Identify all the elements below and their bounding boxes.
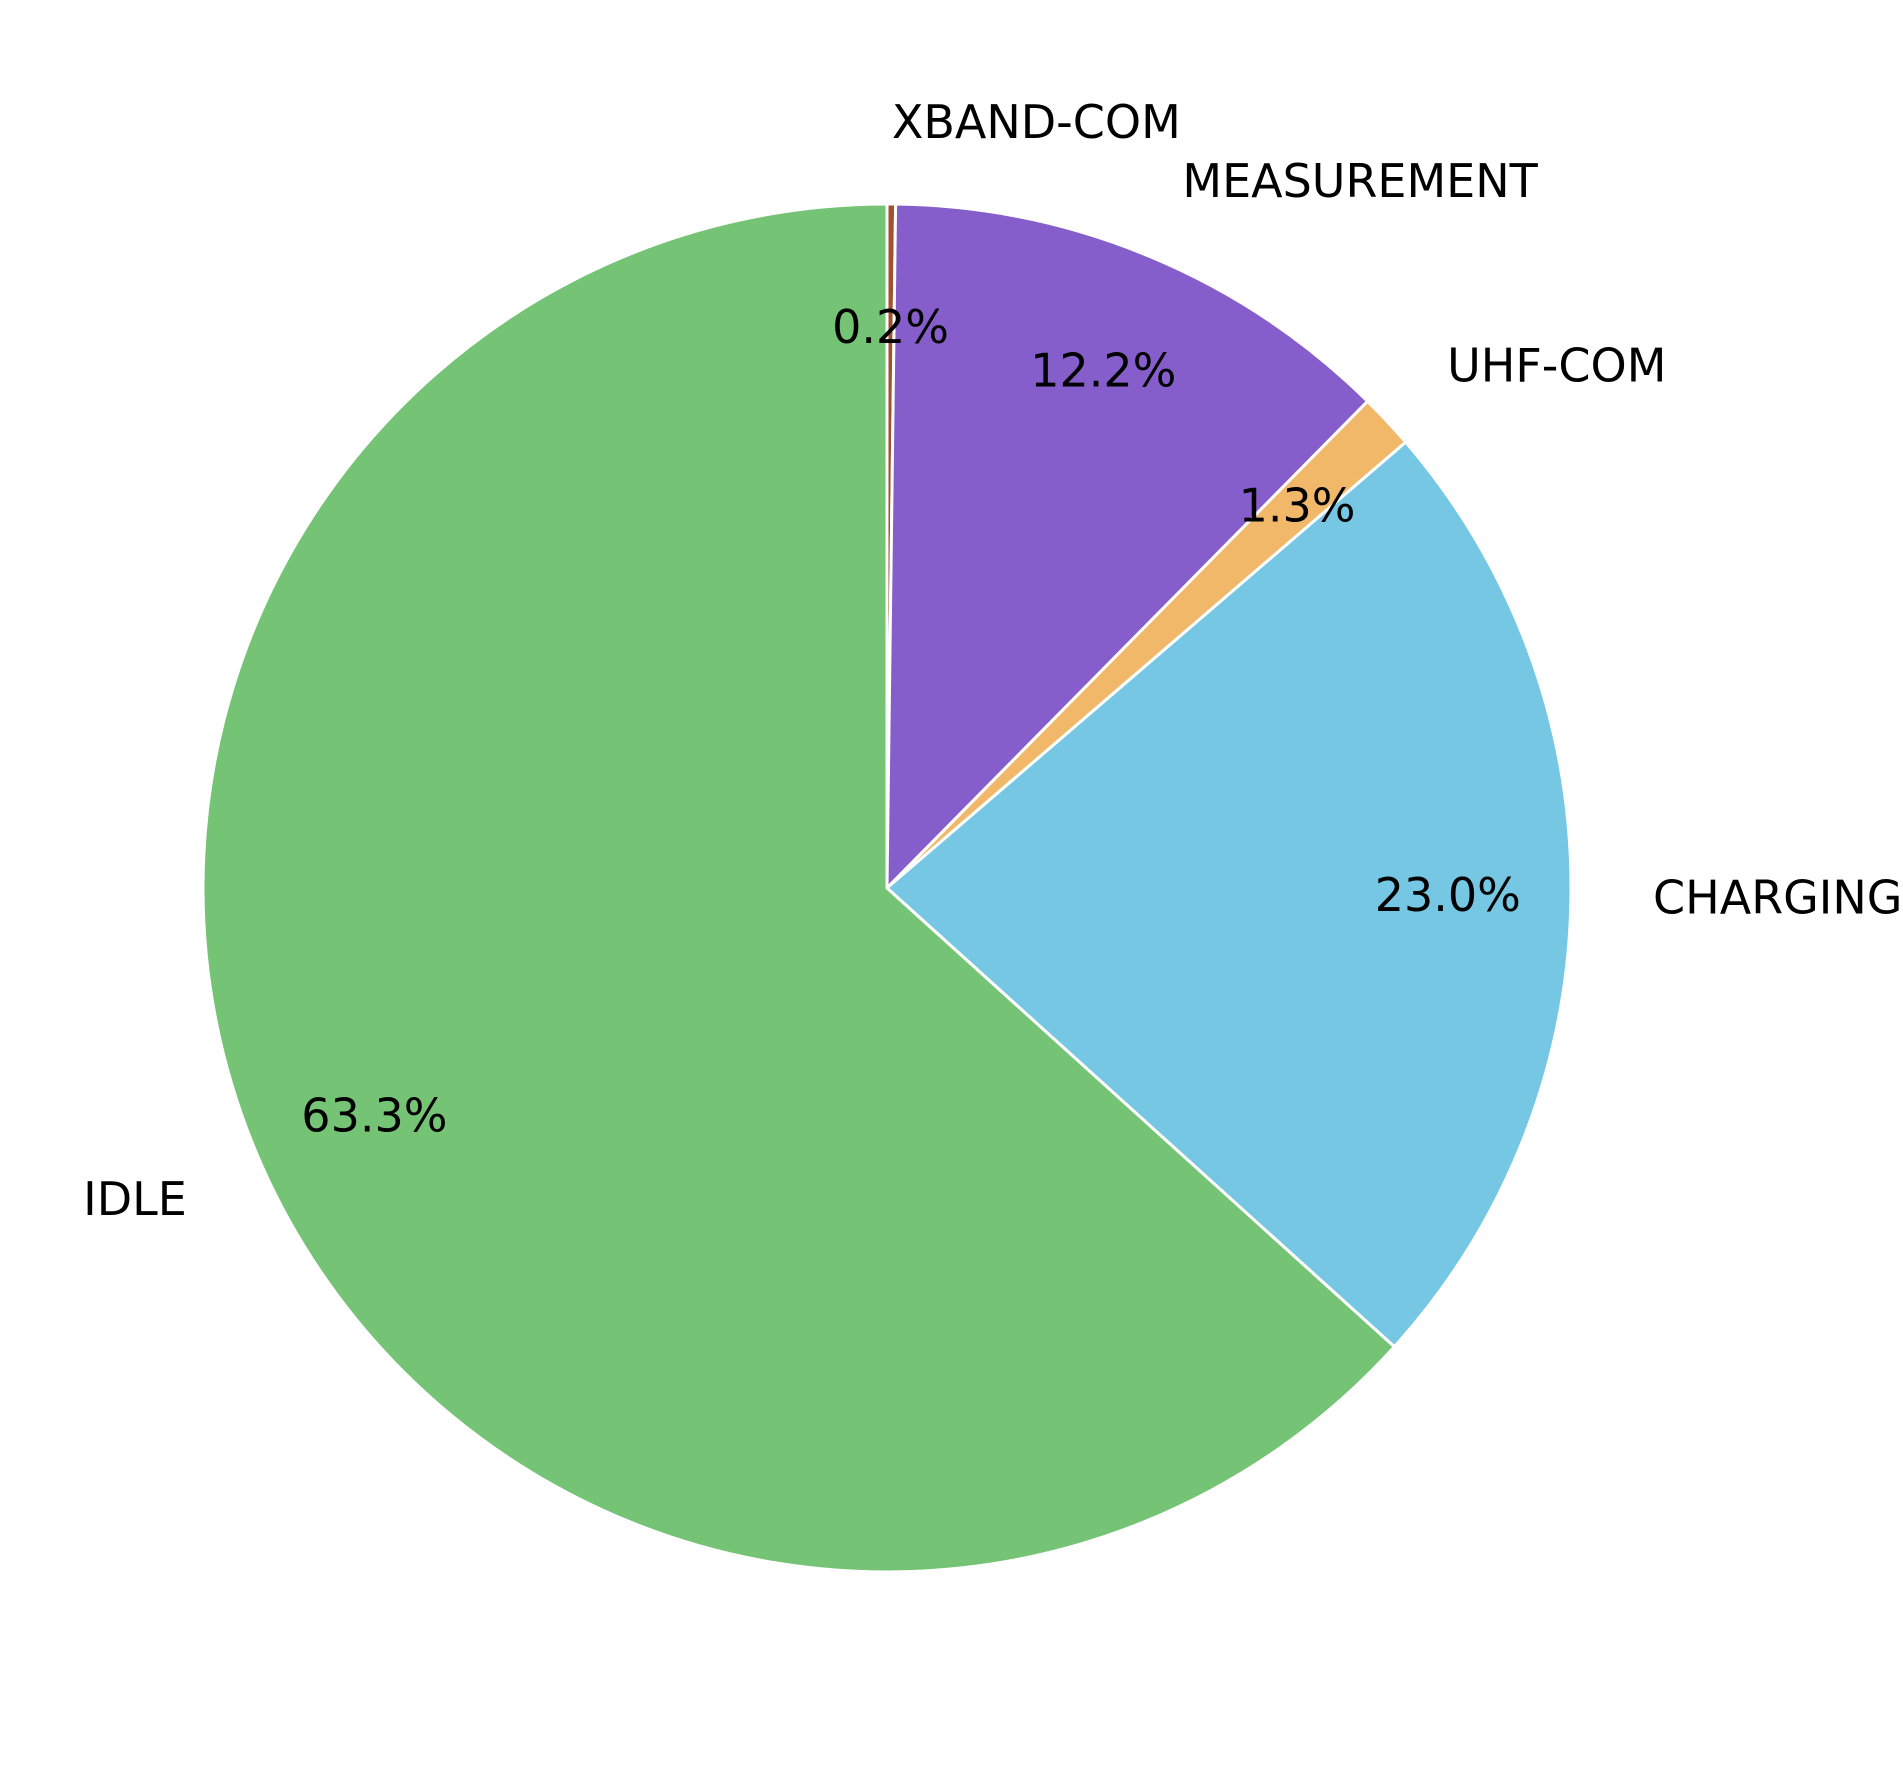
slices-layer <box>201 202 1573 1574</box>
category-label-uhf-com: UHF-COM <box>1447 338 1666 392</box>
pct-label-uhf-com: 1.3% <box>1239 478 1356 532</box>
pie-slice-measurement <box>885 202 1370 890</box>
pct-label-idle: 63.3% <box>301 1089 447 1143</box>
category-label-charging: CHARGING <box>1653 871 1902 925</box>
pie-slice-charging <box>885 440 1573 1349</box>
pct-label-measurement: 12.2% <box>1030 343 1176 397</box>
pct-label-charging: 23.0% <box>1375 868 1521 922</box>
pie-slice-idle <box>201 202 1396 1574</box>
pct-label-xband-com: 0.2% <box>832 300 949 354</box>
category-label-xband-com: XBAND-COM <box>892 95 1181 149</box>
category-label-idle: IDLE <box>83 1172 187 1226</box>
labels-layer: 0.2% XBAND-COM 12.2% MEASUREMENT 1.3% UHF-COM… <box>83 95 1902 1226</box>
category-label-measurement: MEASUREMENT <box>1182 154 1538 208</box>
